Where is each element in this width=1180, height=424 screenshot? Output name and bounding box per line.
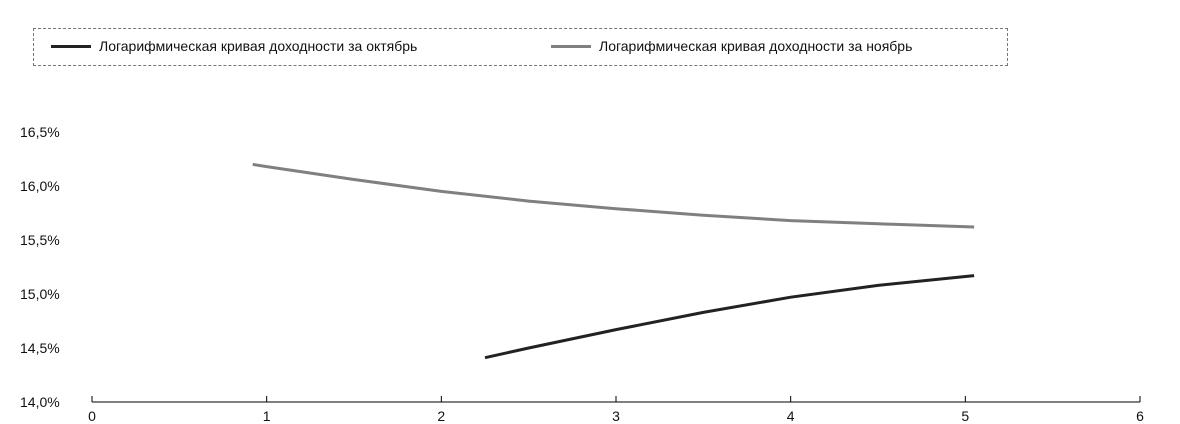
x-tick-label: 6 [1136,408,1144,424]
chart-legend: Логарифмическая кривая доходности за окт… [33,28,1008,66]
y-tick-label: 15,5% [20,232,60,248]
x-tick-label: 2 [437,408,445,424]
legend-label-november: Логарифмическая кривая доходности за ноя… [599,38,913,54]
series-line-november [252,162,975,229]
legend-item-november: Логарифмическая кривая доходности за ноя… [551,38,912,54]
y-tick-label: 16,5% [20,124,60,140]
legend-item-october: Логарифмическая кривая доходности за окт… [51,38,417,54]
y-tick-label: 15,0% [20,286,60,302]
legend-swatch-october [51,44,91,48]
y-tick-label: 14,5% [20,340,60,356]
legend-swatch-november [551,44,591,48]
x-tick-label: 1 [263,408,271,424]
series-line-october [484,274,975,360]
y-tick-label: 16,0% [20,178,60,194]
x-tick-label: 5 [961,408,969,424]
legend-label-october: Логарифмическая кривая доходности за окт… [99,38,418,54]
x-tick-label: 3 [612,408,620,424]
x-tick-label: 4 [787,408,795,424]
x-tick-label: 0 [88,408,96,424]
y-tick-label: 14,0% [20,394,60,410]
